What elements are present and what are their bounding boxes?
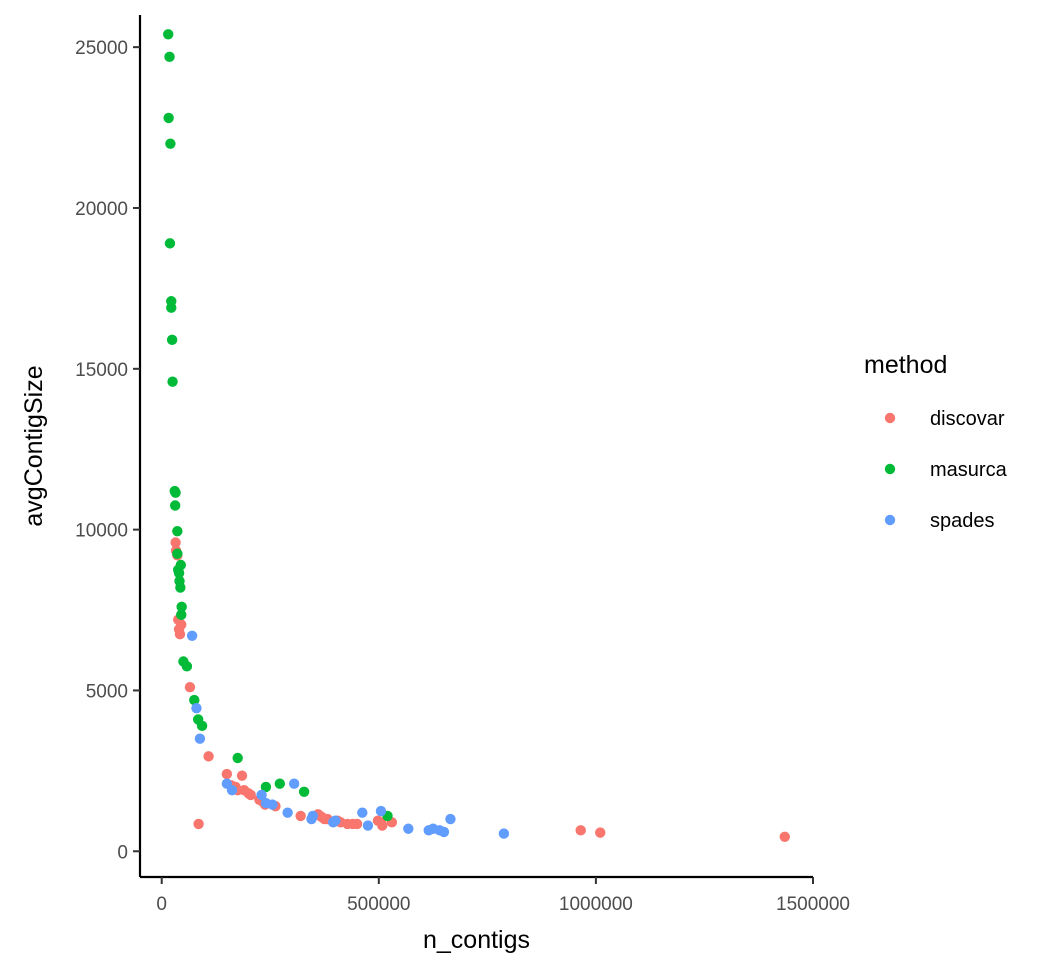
y-tick-label: 10000 <box>75 521 128 542</box>
ticks-layer: 0 500000 1000000 1500000 0 5000 10000 15000 2000… <box>75 38 850 915</box>
data-point-spades <box>194 733 206 744</box>
y-axis-title: avgContigSize <box>20 365 48 526</box>
x-tick-label: 1000000 <box>559 894 633 915</box>
data-point-discovar <box>174 628 186 640</box>
data-point-spades <box>191 702 202 714</box>
data-point-masurca <box>175 582 186 593</box>
data-point-spades <box>330 815 341 826</box>
data-point-discovar <box>184 682 196 693</box>
data-point-spades <box>357 807 368 818</box>
legend-items: discovar masurca spades <box>884 408 1008 532</box>
data-point-discovar <box>779 831 790 842</box>
legend-label-masurca: masurca <box>930 459 1008 481</box>
data-point-masurca <box>181 661 193 672</box>
data-point-spades <box>256 789 267 801</box>
data-point-spades <box>282 807 293 818</box>
data-point-masurca <box>170 487 181 498</box>
data-point-discovar <box>245 789 256 801</box>
data-point-masurca <box>175 559 187 571</box>
data-point-masurca <box>166 302 177 313</box>
axes-layer <box>138 15 813 879</box>
data-point-masurca <box>189 694 200 706</box>
data-point-discovar <box>170 537 181 548</box>
data-point-spades <box>375 805 387 817</box>
x-tick-label: 0 <box>156 894 167 915</box>
y-tick-label: 25000 <box>75 38 128 59</box>
data-point-discovar <box>377 820 388 831</box>
data-point-masurca <box>169 500 181 511</box>
legend-key-spades <box>884 514 896 526</box>
data-point-spades <box>498 828 510 839</box>
data-point-spades <box>267 799 278 810</box>
y-tick-label: 0 <box>117 842 128 863</box>
x-tick-label: 1500000 <box>776 894 850 915</box>
legend-key-masurca <box>884 463 896 475</box>
data-point-masurca <box>164 51 175 63</box>
data-point-masurca <box>172 548 183 559</box>
data-point-masurca <box>172 526 183 537</box>
data-point-masurca <box>173 567 185 579</box>
data-point-discovar <box>351 818 363 830</box>
data-point-masurca <box>166 334 178 346</box>
data-point-discovar <box>203 751 214 762</box>
data-point-discovar <box>295 810 306 822</box>
data-point-masurca <box>165 138 176 149</box>
x-tick-label: 500000 <box>347 894 410 915</box>
data-point-spades <box>438 826 450 838</box>
data-point-masurca <box>274 778 286 789</box>
data-point-masurca <box>164 238 176 249</box>
data-point-masurca <box>176 601 187 613</box>
data-point-spades <box>403 823 414 834</box>
data-point-masurca <box>163 29 174 40</box>
data-point-spades <box>307 810 319 822</box>
data-point-masurca <box>232 752 243 764</box>
points-layer <box>163 29 790 842</box>
data-point-discovar <box>575 825 586 836</box>
data-point-masurca <box>260 781 272 793</box>
data-point-discovar <box>193 818 204 830</box>
data-point-masurca <box>176 609 187 621</box>
legend-label-discovar: discovar <box>930 408 1005 430</box>
data-point-discovar <box>221 768 233 780</box>
data-point-masurca <box>196 720 208 732</box>
legend-key-discovar <box>884 412 896 424</box>
data-point-spades <box>445 813 456 825</box>
legend: method discovar masurca spades <box>864 351 1008 532</box>
x-axis-title: n_contigs <box>423 926 530 954</box>
y-tick-label: 15000 <box>75 360 128 381</box>
data-point-discovar <box>176 619 187 630</box>
legend-label-spades: spades <box>930 510 995 532</box>
data-point-masurca <box>163 112 174 124</box>
y-tick-label: 20000 <box>75 199 128 220</box>
data-point-masurca <box>167 376 178 387</box>
data-point-spades <box>362 820 374 831</box>
data-point-masurca <box>298 786 310 797</box>
data-point-spades <box>226 784 238 796</box>
data-point-discovar <box>595 827 606 838</box>
data-point-spades <box>186 630 198 641</box>
data-point-spades <box>288 778 300 789</box>
legend-title: method <box>864 351 947 379</box>
data-point-discovar <box>236 770 248 781</box>
y-tick-label: 5000 <box>86 681 128 702</box>
